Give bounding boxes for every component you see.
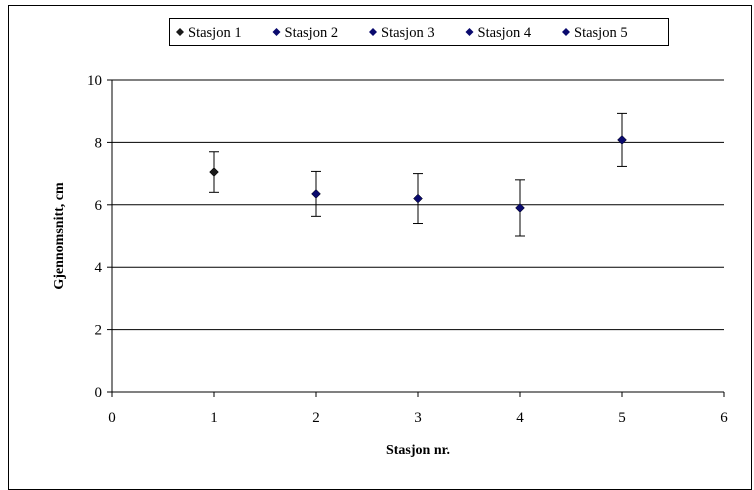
y-tick-label: 6 <box>95 198 103 214</box>
y-tick-label: 4 <box>95 260 103 276</box>
legend-label: Stasjon 1 <box>188 25 242 41</box>
legend: Stasjon 1 Stasjon 2 Stasjon 3 Stasjon 4 Stas… <box>169 18 669 46</box>
legend-label: Stasjon 5 <box>574 25 628 41</box>
y-tick-label: 2 <box>95 323 103 339</box>
legend-label: Stasjon 3 <box>381 25 435 41</box>
legend-label: Stasjon 2 <box>285 25 339 41</box>
legend-marker <box>176 28 184 36</box>
y-tick-label: 0 <box>95 385 103 401</box>
x-tick-label: 0 <box>108 410 116 426</box>
data-point <box>617 135 627 145</box>
x-tick-label: 3 <box>414 410 422 426</box>
legend-marker <box>272 28 281 36</box>
x-axis-ticks: 0 1 2 3 4 5 6 <box>108 392 728 426</box>
chart-border <box>8 5 752 490</box>
legend-marker <box>562 28 570 36</box>
data-point <box>209 167 219 177</box>
legend-marker <box>465 28 474 36</box>
x-tick-label: 4 <box>516 410 524 426</box>
x-axis-title: Stasjon nr. <box>386 443 450 458</box>
data-points <box>209 135 627 213</box>
data-point <box>515 203 525 213</box>
y-axis-title: Gjennomsnitt, cm <box>52 182 67 290</box>
y-axis-ticks: 0 2 4 6 8 10 <box>87 73 112 401</box>
legend-marker <box>369 28 377 36</box>
x-tick-label: 6 <box>720 410 728 426</box>
legend-box <box>169 18 669 46</box>
legend-label: Stasjon 4 <box>478 25 532 41</box>
x-tick-label: 1 <box>210 410 218 426</box>
x-tick-label: 2 <box>312 410 320 426</box>
x-tick-label: 5 <box>618 410 626 426</box>
data-point <box>311 189 321 199</box>
y-tick-label: 10 <box>87 73 102 89</box>
data-point <box>413 193 423 204</box>
y-tick-label: 8 <box>95 135 103 151</box>
